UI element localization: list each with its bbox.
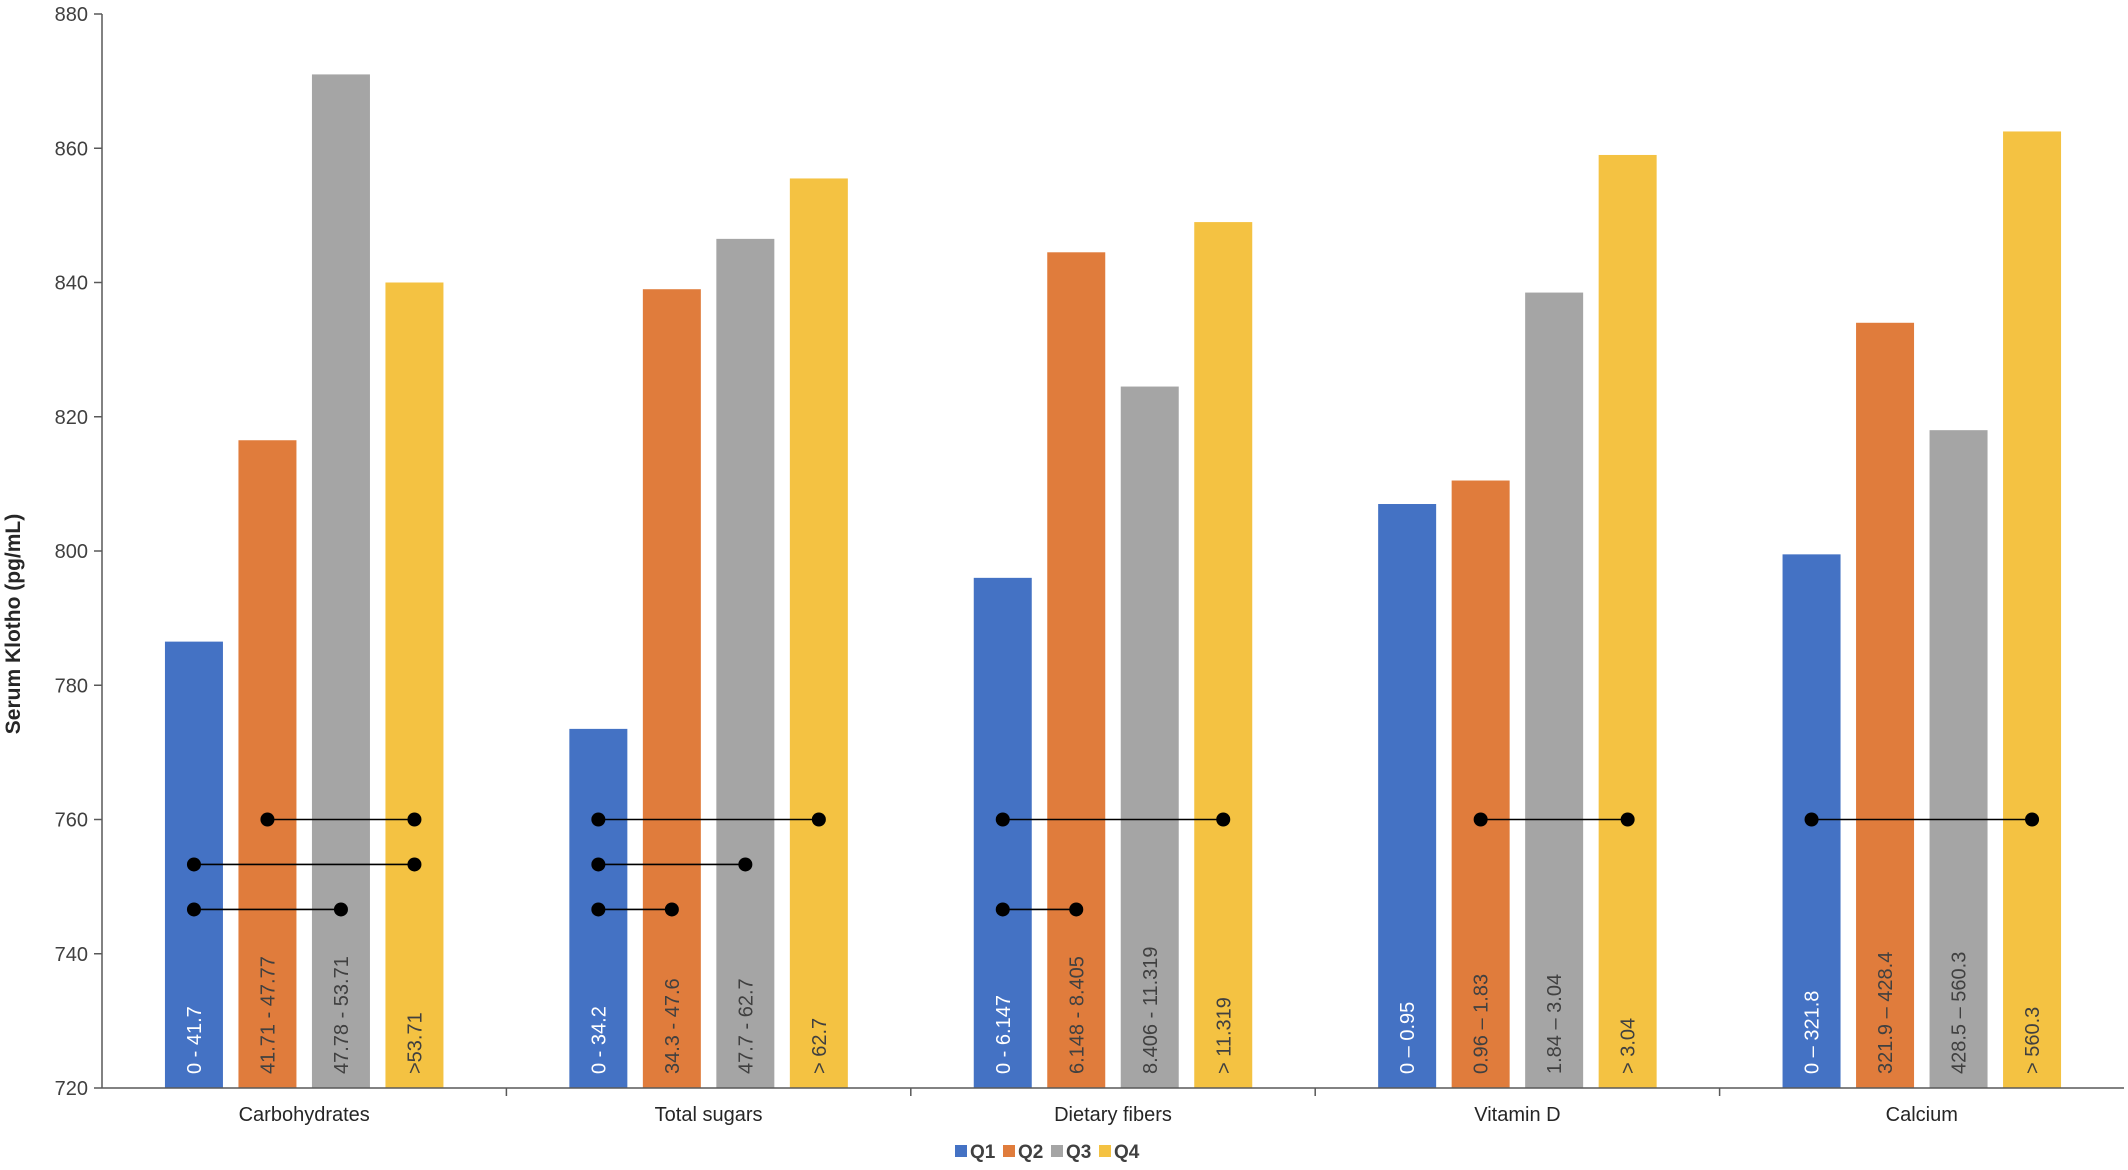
legend-swatch-q3 <box>1051 1145 1063 1157</box>
y-tick-label: 720 <box>55 1078 88 1100</box>
y-tick-label: 860 <box>55 138 88 160</box>
bar-range-label: >53.71 <box>404 1012 426 1074</box>
x-category-label: Vitamin D <box>1474 1104 1560 1126</box>
bar-range-label: > 560.3 <box>2022 1007 2044 1074</box>
bar-range-label: 6.148 - 8.405 <box>1066 956 1088 1074</box>
y-tick-label: 820 <box>55 407 88 429</box>
bar-q4-vitamin-d <box>1598 154 1657 1088</box>
bracket-dot <box>1069 902 1084 917</box>
bar-q4-carbohydrates <box>385 282 444 1088</box>
bar-q4-total-sugars <box>789 178 848 1089</box>
y-tick-label: 880 <box>55 4 88 26</box>
bar-range-label: 321.9 – 428.4 <box>1875 952 1897 1074</box>
bar-range-label: 0.96 – 1.83 <box>1471 974 1493 1074</box>
bar-range-label: 0 – 0.95 <box>1397 1002 1419 1074</box>
bracket-dot <box>186 902 201 917</box>
bar-range-label: 47.78 - 53.71 <box>331 956 353 1074</box>
bar-q2-total-sugars <box>642 289 701 1088</box>
bar-range-label: 8.406 - 11.319 <box>1140 946 1162 1074</box>
bar-range-label: 41.71 - 47.77 <box>257 956 279 1074</box>
legend-label-q3: Q3 <box>1066 1142 1091 1163</box>
bracket-dot <box>333 902 348 917</box>
bar-range-label: 47.7 - 62.7 <box>735 978 757 1074</box>
significance-brackets <box>186 812 2040 917</box>
bar-range-label: 0 - 34.2 <box>588 1006 610 1074</box>
bracket-dot <box>260 812 275 827</box>
bracket-dot <box>407 812 422 827</box>
bar-range-label: 1.84 – 3.04 <box>1544 974 1566 1074</box>
legend-swatch-q1 <box>955 1145 967 1157</box>
bar-range-label: 0 - 41.7 <box>184 1006 206 1074</box>
bar-range-label: 0 - 6.147 <box>993 995 1015 1074</box>
bar-q2-carbohydrates <box>238 440 297 1088</box>
bar-q3-calcium <box>1929 430 1988 1088</box>
legend-swatch-q2 <box>1003 1145 1015 1157</box>
bar-q3-dietary-fibers <box>1120 386 1179 1088</box>
bracket-dot <box>664 902 679 917</box>
bar-range-label: 0 – 321.8 <box>1802 991 1824 1074</box>
bracket-dot <box>591 857 606 872</box>
bracket-dot <box>1216 812 1231 827</box>
y-axis-title: Serum Klotho (pg/mL) <box>2 514 25 734</box>
x-category-label: Dietary fibers <box>1054 1104 1172 1126</box>
bracket-dot <box>1804 812 1819 827</box>
bar-q1-dietary-fibers <box>973 577 1032 1088</box>
bracket-dot <box>811 812 826 827</box>
bracket-dot <box>186 857 201 872</box>
bracket-dot <box>1473 812 1488 827</box>
x-category-label: Carbohydrates <box>239 1104 370 1126</box>
bar-range-label: > 3.04 <box>1618 1018 1640 1074</box>
y-tick-label: 800 <box>55 541 88 563</box>
bar-q3-vitamin-d <box>1525 292 1584 1089</box>
bracket-dot <box>995 812 1010 827</box>
bar-q1-vitamin-d <box>1378 504 1437 1088</box>
bracket-dot <box>591 812 606 827</box>
x-category-label: Calcium <box>1886 1104 1958 1126</box>
bars-layer: 0 - 41.7 41.71 - 47.77 47.78 - 53.71 >53.71… <box>164 74 2062 1089</box>
bar-q4-calcium <box>2003 131 2062 1088</box>
bar-q2-vitamin-d <box>1451 480 1510 1088</box>
bar-range-label: 34.3 - 47.6 <box>662 978 684 1074</box>
bar-q2-calcium <box>1856 322 1915 1088</box>
legend: Q1 Q2 Q3 Q4 <box>955 1142 1140 1163</box>
legend-label-q1: Q1 <box>970 1142 996 1163</box>
bar-q2-dietary-fibers <box>1047 252 1106 1088</box>
bar-range-label: > 62.7 <box>809 1018 831 1074</box>
axes: 720 740 760 780 800 820 840 860 880 Carbohydrates… <box>55 4 2124 1126</box>
bracket-dot <box>2025 812 2040 827</box>
bracket-dot <box>738 857 753 872</box>
bracket-dot <box>1620 812 1635 827</box>
y-tick-label: 760 <box>55 810 88 832</box>
legend-label-q4: Q4 <box>1114 1142 1140 1163</box>
x-category-label: Total sugars <box>655 1104 763 1126</box>
bar-q3-total-sugars <box>716 238 775 1088</box>
bracket-dot <box>407 857 422 872</box>
legend-swatch-q4 <box>1099 1145 1111 1157</box>
y-tick-label: 840 <box>55 273 88 295</box>
bracket-dot <box>995 902 1010 917</box>
bar-q4-dietary-fibers <box>1194 222 1253 1088</box>
y-tick-label: 740 <box>55 944 88 966</box>
bar-range-label: > 11.319 <box>1213 997 1235 1074</box>
bar-q3-carbohydrates <box>311 74 370 1089</box>
y-tick-label: 780 <box>55 675 88 697</box>
bracket-dot <box>591 902 606 917</box>
bar-range-label: 428.5 – 560.3 <box>1949 952 1971 1074</box>
legend-label-q2: Q2 <box>1018 1142 1043 1163</box>
